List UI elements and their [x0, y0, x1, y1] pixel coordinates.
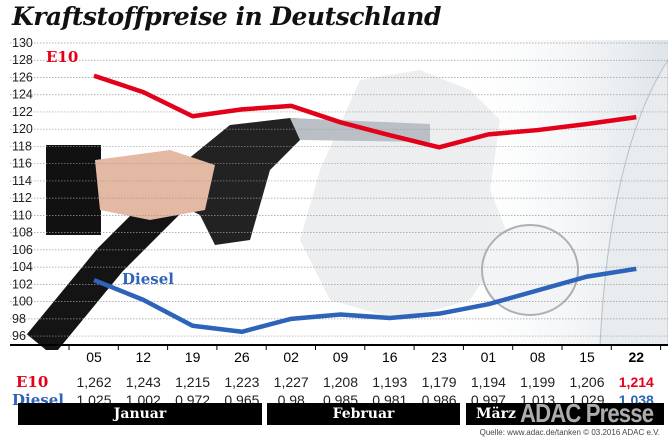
y-tick-label: 104: [12, 260, 33, 274]
table-cell: 19: [184, 349, 201, 365]
table-cell: 02: [283, 349, 299, 365]
e10-row-label: E10: [16, 373, 49, 391]
table-cell: 1,243: [125, 374, 161, 390]
y-tick-label: 96: [12, 329, 26, 343]
series-lines: [93, 73, 637, 335]
table-cell: 1,199: [520, 374, 556, 390]
y-tick-label: 110: [12, 208, 32, 222]
week-labels-row: 05 12 19 26 02 09 16 23 01 08 15 22: [0, 349, 668, 367]
fuel-cap-icon: [481, 224, 579, 316]
table-cell: 1,214: [618, 374, 654, 390]
line-chart: 130 128 126 124 122 120 118 116 114 112 110 108 106 1…: [10, 36, 668, 350]
table-cell: 15: [579, 349, 595, 365]
sleeve-shape: [46, 145, 101, 235]
photo-background: [26, 40, 668, 350]
y-tick-label: 124: [12, 88, 33, 102]
hand-shape: [95, 150, 215, 220]
month-bar-februar: Februar: [267, 403, 460, 425]
y-tick-label: 106: [12, 243, 33, 257]
legend-e10: E10: [46, 48, 78, 66]
table-cell: 05: [86, 349, 102, 365]
table-cell: 01: [480, 349, 497, 365]
table-cell: 12: [135, 349, 152, 365]
y-tick-label: 102: [12, 277, 33, 291]
y-tick-label: 118: [12, 139, 32, 153]
y-tick-label: 120: [12, 122, 33, 136]
table-cell: 23: [431, 349, 447, 365]
watermark: ADAC Presse: [520, 398, 654, 428]
table-cell: 16: [382, 349, 398, 365]
y-tick-label: 112: [12, 191, 32, 205]
table-cell: 1,206: [569, 374, 605, 390]
table-cell: 09: [332, 349, 349, 365]
y-tick-label: 128: [12, 53, 33, 67]
table-cell: 1,227: [273, 374, 309, 390]
y-tick-label: 116: [12, 157, 32, 171]
series-line-diesel: [93, 266, 637, 335]
nozzle-icon: [150, 118, 430, 245]
legend-diesel: Diesel: [122, 270, 174, 288]
source-note: Quelle: www.adac.de/tanken © 03.2016 ADA…: [479, 428, 660, 437]
table-cell: 1,262: [76, 374, 112, 390]
table-cell: 22: [628, 349, 645, 365]
y-tick-label: 122: [12, 105, 33, 119]
table-cell: 1,194: [470, 374, 506, 390]
x-axis-ticks: [68, 346, 662, 350]
y-tick-label: 114: [12, 174, 32, 188]
y-tick-label: 100: [12, 295, 33, 309]
table-cell: 1,193: [372, 374, 408, 390]
y-tick-label: 98: [12, 312, 26, 326]
y-axis: 130 128 126 124 122 120 118 116 114 112 110 108 106 1…: [12, 36, 33, 343]
y-tick-label: 108: [12, 226, 33, 240]
series-line-e10: [93, 73, 637, 150]
table-cell: 1,208: [322, 374, 359, 390]
month-bar-januar: Januar: [18, 403, 262, 425]
y-tick-label: 126: [12, 70, 33, 84]
table-cell: 26: [234, 349, 250, 365]
e10-price-row: E10 1,262 1,243 1,215 1,223 1,227 1,208 1,193 1…: [0, 373, 668, 392]
month-bar-maerz: März: [466, 403, 664, 425]
table-cell: 1,215: [175, 374, 211, 390]
chart-title: Kraftstoffpreise in Deutschland: [12, 2, 441, 31]
table-cell: 1,179: [421, 374, 457, 390]
table-cell: 08: [529, 349, 546, 365]
y-tick-label: 130: [12, 36, 33, 50]
table-cell: 1,223: [224, 374, 260, 390]
